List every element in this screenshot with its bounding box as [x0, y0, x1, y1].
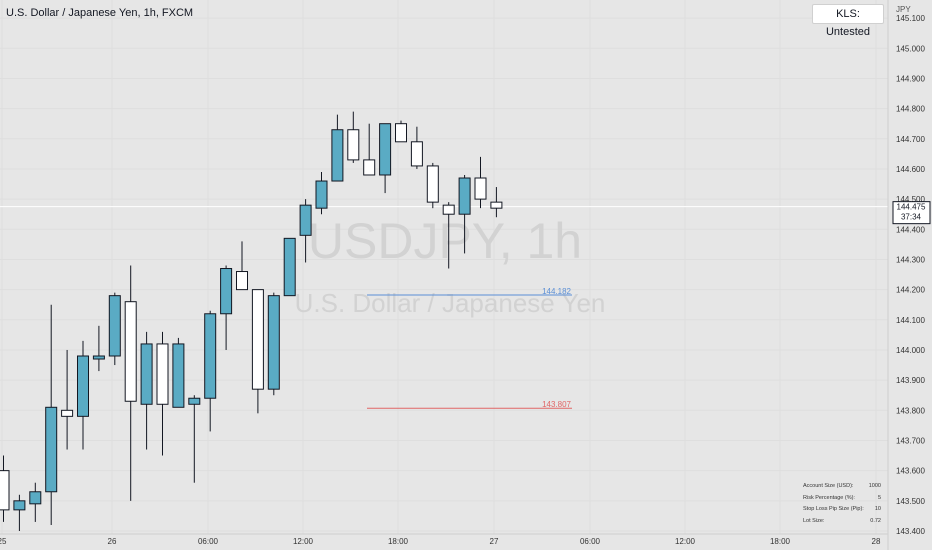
candle-body	[395, 123, 407, 143]
x-tick-label: 26	[108, 537, 117, 546]
candle-body	[77, 355, 89, 417]
grid-lines	[0, 0, 888, 534]
candle-body	[442, 204, 455, 215]
y-tick-label: 144.000	[896, 346, 925, 355]
candle-body	[204, 313, 217, 399]
y-tick-label: 144.500	[896, 195, 925, 204]
symbol-title[interactable]: U.S. Dollar / Japanese Yen, 1h, FXCM	[6, 7, 194, 19]
y-tick-label: 145.000	[896, 44, 925, 53]
y-tick-label: 144.700	[896, 135, 925, 144]
info-row-stop-loss: Stop Loss Pip Size (Pip): 10	[803, 504, 881, 516]
candle-body	[458, 177, 471, 215]
currency-label: JPY	[896, 5, 911, 14]
info-row-lot-size: Lot Size: 0.72	[803, 516, 881, 528]
candle-body	[29, 491, 42, 505]
candle-body	[267, 295, 280, 390]
x-tick-label: 27	[490, 537, 499, 546]
candle-body	[347, 129, 360, 161]
y-tick-label: 144.300	[896, 255, 925, 264]
x-tick-label: 06:00	[580, 537, 601, 546]
x-axis-ticks: 25 26 06:00 12:00 18:00 27 06:00 12:00 18:00 28	[0, 537, 881, 546]
candle-body	[315, 180, 328, 209]
candle-body	[490, 201, 503, 209]
x-tick-label: 18:00	[770, 537, 791, 546]
candle-body	[140, 343, 153, 405]
y-tick-label: 143.600	[896, 467, 925, 476]
x-tick-label: 18:00	[388, 537, 409, 546]
y-tick-label: 143.500	[896, 497, 925, 506]
info-label: Account Size (USD):	[803, 483, 854, 489]
level-label: 144.182	[542, 287, 571, 296]
y-tick-label: 143.700	[896, 436, 925, 445]
y-tick-label: 144.800	[896, 105, 925, 114]
candle-body	[379, 123, 392, 176]
candle-body	[124, 301, 137, 402]
y-tick-label: 144.400	[896, 225, 925, 234]
price-scale-bg	[888, 0, 932, 550]
candle-body	[251, 289, 264, 390]
y-tick-label: 144.900	[896, 74, 925, 83]
candle-body	[108, 295, 121, 357]
x-tick-label: 06:00	[198, 537, 219, 546]
x-tick-label: 12:00	[675, 537, 696, 546]
candle-body	[363, 159, 376, 176]
candle-body	[331, 129, 344, 182]
candle-body	[13, 500, 26, 511]
y-tick-label: 144.200	[896, 286, 925, 295]
info-label: Lot Size:	[803, 517, 825, 524]
info-value: 0.72	[870, 517, 881, 524]
candle-body	[92, 355, 105, 360]
current-price-tag: 144.475 37:34	[892, 201, 931, 225]
y-tick-label: 145.100	[896, 14, 925, 23]
watermark-name: U.S. Dollar / Japanese Yen	[295, 288, 606, 318]
candle-body	[426, 165, 439, 203]
y-tick-label: 143.900	[896, 376, 925, 385]
x-tick-label: 12:00	[293, 537, 314, 546]
y-tick-label: 144.100	[896, 316, 925, 325]
y-axis-ticks: 145.100 145.000 144.900 144.800 144.700 144.6…	[896, 14, 925, 536]
kls-status-badge: KLS: Untested	[812, 4, 884, 38]
candle-body	[156, 343, 169, 405]
info-row-account-size: Account Size (USD): 1000	[803, 481, 881, 493]
candle-body	[474, 177, 487, 200]
candle-body	[236, 271, 248, 291]
info-value: 10	[874, 506, 881, 512]
y-tick-label: 143.400	[896, 527, 925, 536]
info-value: 5	[877, 494, 881, 501]
candle-body	[410, 141, 423, 167]
info-label: Stop Loss Pip Size (Pip):	[803, 506, 864, 512]
y-tick-label: 143.800	[896, 406, 925, 415]
current-price-value: 144.475	[897, 203, 926, 212]
info-value: 1000	[868, 483, 881, 489]
candles	[0, 111, 503, 531]
candle-body	[283, 237, 296, 297]
candle-body	[220, 268, 233, 315]
x-tick-label: 28	[872, 537, 881, 546]
candle-body	[0, 470, 10, 511]
candle-body	[299, 204, 312, 236]
risk-info-table: Account Size (USD): 1000 Risk Percentage…	[803, 481, 881, 527]
candle-body	[45, 406, 58, 493]
y-tick-label: 144.600	[896, 165, 925, 174]
candle-body	[61, 409, 74, 417]
level-label: 143.807	[542, 400, 571, 409]
info-label: Risk Percentage (%):	[803, 494, 855, 501]
countdown-value: 37:34	[901, 213, 922, 222]
watermark-symbol: USDJPY, 1h	[308, 213, 582, 269]
candle-body	[188, 397, 201, 405]
level-lines: 144.182 143.807	[367, 287, 572, 409]
x-tick-label: 25	[0, 537, 7, 546]
candle-body	[172, 343, 185, 408]
info-row-risk-percentage: Risk Percentage (%): 5	[803, 493, 881, 505]
